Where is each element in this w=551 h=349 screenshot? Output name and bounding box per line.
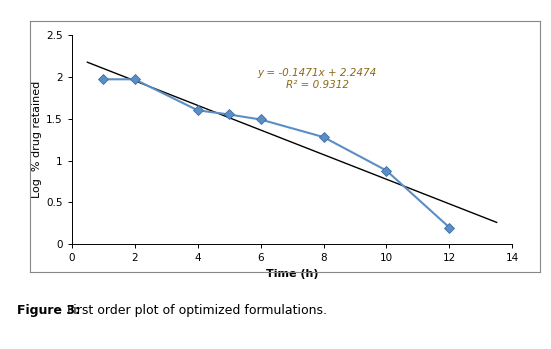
Text: y = -0.1471x + 2.2474
R² = 0.9312: y = -0.1471x + 2.2474 R² = 0.9312 <box>258 68 377 90</box>
Text: Figure 3:: Figure 3: <box>17 304 79 317</box>
X-axis label: Time (h): Time (h) <box>266 269 318 279</box>
Y-axis label: Log  % drug retained: Log % drug retained <box>32 81 42 198</box>
Text: First order plot of optimized formulations.: First order plot of optimized formulatio… <box>63 304 327 317</box>
